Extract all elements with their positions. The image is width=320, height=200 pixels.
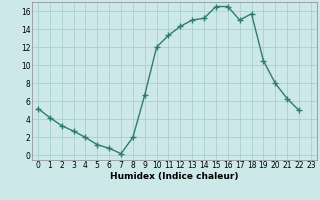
X-axis label: Humidex (Indice chaleur): Humidex (Indice chaleur) [110, 172, 239, 181]
